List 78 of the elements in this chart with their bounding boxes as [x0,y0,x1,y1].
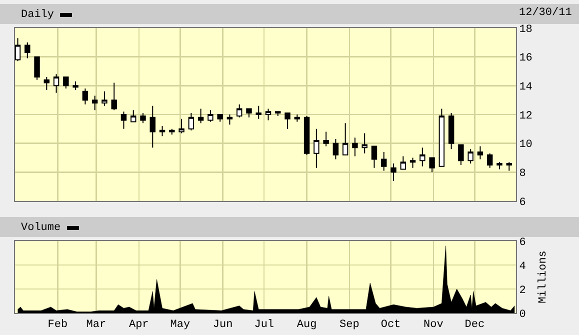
candlestick [458,144,464,166]
candlestick [24,42,30,59]
candlestick [92,95,98,111]
x-tick-label: Sep [340,319,360,332]
y-tick-label: 4 [519,260,526,273]
candlestick [82,88,88,105]
candlestick [63,76,69,90]
x-tick-label: Aug [296,319,317,332]
candlestick [362,132,368,154]
candlestick [420,147,426,167]
y-tick-label: 12 [519,110,532,122]
candlestick [448,112,454,150]
candlestick [111,82,117,111]
y-tick-label: 8 [519,168,526,180]
candlestick [506,162,512,172]
x-tick-label: Nov [424,319,444,332]
candlestick [410,157,416,168]
candlestick [226,114,233,126]
y-tick-label: 2 [519,284,526,297]
candlestick [34,56,40,80]
x-tick-label: Jul [254,319,274,332]
candlestick [275,111,281,116]
candlestick [371,146,378,168]
candlestick [468,148,474,164]
candlestick [120,111,127,130]
candlestick [265,108,272,121]
x-tick-label: Feb [48,319,68,332]
candlestick [44,76,50,90]
y-tick-label: 16 [519,52,532,65]
candlestick [198,108,204,124]
candlestick [381,151,387,172]
y-tick-label: 10 [519,139,532,152]
y-tick-label: 18 [519,24,532,36]
candlestick [496,162,502,170]
chart-title: Volume [21,222,61,234]
candlestick [246,108,252,118]
y-axis-title: Millions [537,250,550,304]
x-tick-label: Oct [380,319,401,332]
y-tick-label: 6 [519,236,526,249]
candlestick [390,163,396,182]
candlestick [236,104,242,118]
candlestick [352,137,358,157]
candlestick [130,110,136,122]
candlestick [102,90,108,106]
x-tick-label: May [170,319,190,332]
candlestick [438,108,445,167]
candlestick [477,146,484,160]
y-tick-label: 14 [519,82,533,94]
candlestick [140,112,146,124]
x-tick-label: Dec [464,319,485,332]
x-tick-label: Apr [128,319,149,332]
candlestick [188,112,194,131]
y-tick-label: 6 [519,196,526,209]
y-tick-label: 0 [519,308,526,321]
candlestick [332,138,339,160]
candlestick [150,105,156,148]
candlestick [342,122,348,156]
candlestick [208,110,214,122]
candlestick [72,80,78,90]
candlestick [217,114,223,122]
candlestick [294,114,300,122]
candlestick [256,105,262,120]
candlestick [159,126,166,137]
candlestick [53,74,60,94]
candlestick [284,112,290,130]
candlestick [400,156,406,170]
candlestick [314,128,320,168]
candlestick [304,115,310,156]
x-tick-label: Jun [212,319,233,332]
candlestick [178,118,184,134]
text: 12/30/11 [519,7,572,19]
candlestick [486,152,493,168]
candlestick [15,38,21,62]
candlestick [323,131,329,147]
candlestick [169,128,175,136]
chart-title: Daily [21,8,54,21]
candlestick [429,157,435,173]
x-tick-label: Mar [86,319,106,332]
